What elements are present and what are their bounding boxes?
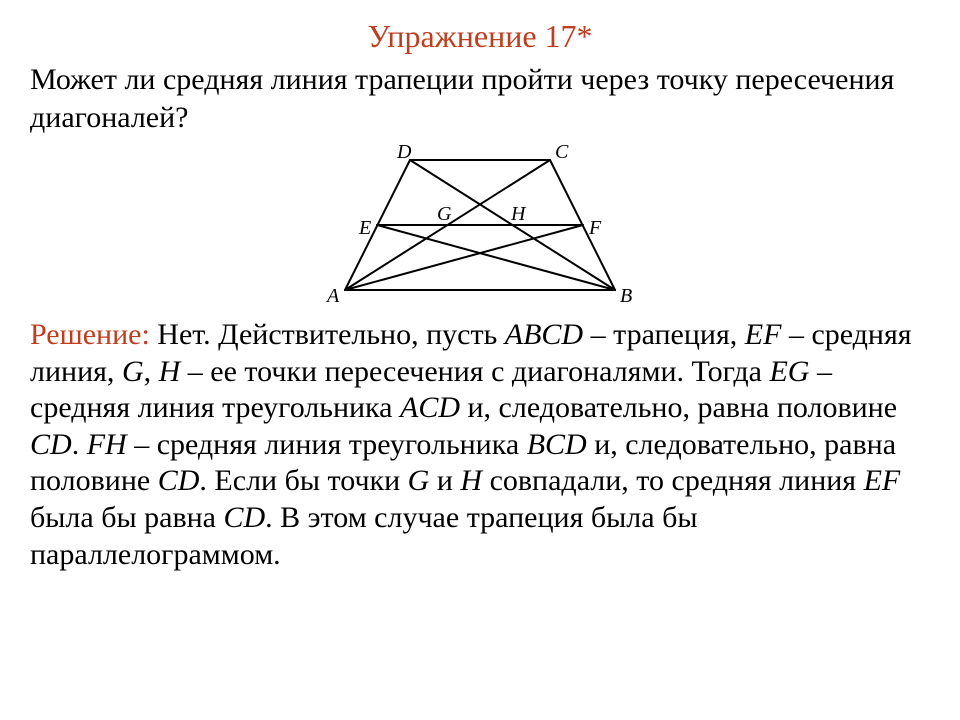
svg-text:F: F xyxy=(588,217,602,239)
svg-text:B: B xyxy=(620,285,632,307)
t: . xyxy=(72,428,87,461)
var-cd: CD xyxy=(158,464,200,497)
solution-text: Решение: Нет. Действительно, пусть ABCD … xyxy=(30,317,930,573)
var-bcd: BCD xyxy=(527,428,587,461)
var-fh: FH xyxy=(87,428,127,461)
trapezoid-figure: A B C D E F G H xyxy=(30,140,930,315)
var-acd: ACD xyxy=(400,391,460,424)
question-text: Может ли средняя линия трапеции пройти ч… xyxy=(30,61,930,136)
var-g: G xyxy=(122,355,144,388)
t: , xyxy=(144,355,159,388)
svg-text:E: E xyxy=(358,217,371,239)
svg-text:A: A xyxy=(325,285,340,307)
var-cd: CD xyxy=(30,428,72,461)
trapezoid-svg: A B C D E F G H xyxy=(315,140,645,310)
t: и, следовательно, равна половине xyxy=(460,391,897,424)
svg-text:D: D xyxy=(396,141,412,163)
page-title: Упражнение 17* xyxy=(30,18,930,55)
solution-label: Решение: xyxy=(30,318,150,351)
t: была бы равна xyxy=(30,501,223,534)
slide: Упражнение 17* Может ли средняя линия тр… xyxy=(0,0,960,583)
t: . Если бы точки xyxy=(199,464,407,497)
t: – средняя линия треугольника xyxy=(127,428,527,461)
t: – ее точки пересечения с диагоналями. То… xyxy=(180,355,769,388)
var-ef: EF xyxy=(864,464,901,497)
var-ef: EF xyxy=(745,318,782,351)
svg-text:H: H xyxy=(510,203,527,225)
var-abcd: ABCD xyxy=(505,318,583,351)
svg-text:G: G xyxy=(437,203,452,225)
var-h: H xyxy=(159,355,181,388)
var-g: G xyxy=(408,464,430,497)
t: совпадали, то средняя линия xyxy=(482,464,864,497)
t: Нет. Действительно, пусть xyxy=(150,318,505,351)
var-cd: CD xyxy=(223,501,265,534)
var-eg: EG xyxy=(769,355,809,388)
svg-text:C: C xyxy=(555,141,569,163)
t: и xyxy=(429,464,460,497)
t: – трапеция, xyxy=(583,318,745,351)
var-h: H xyxy=(460,464,482,497)
